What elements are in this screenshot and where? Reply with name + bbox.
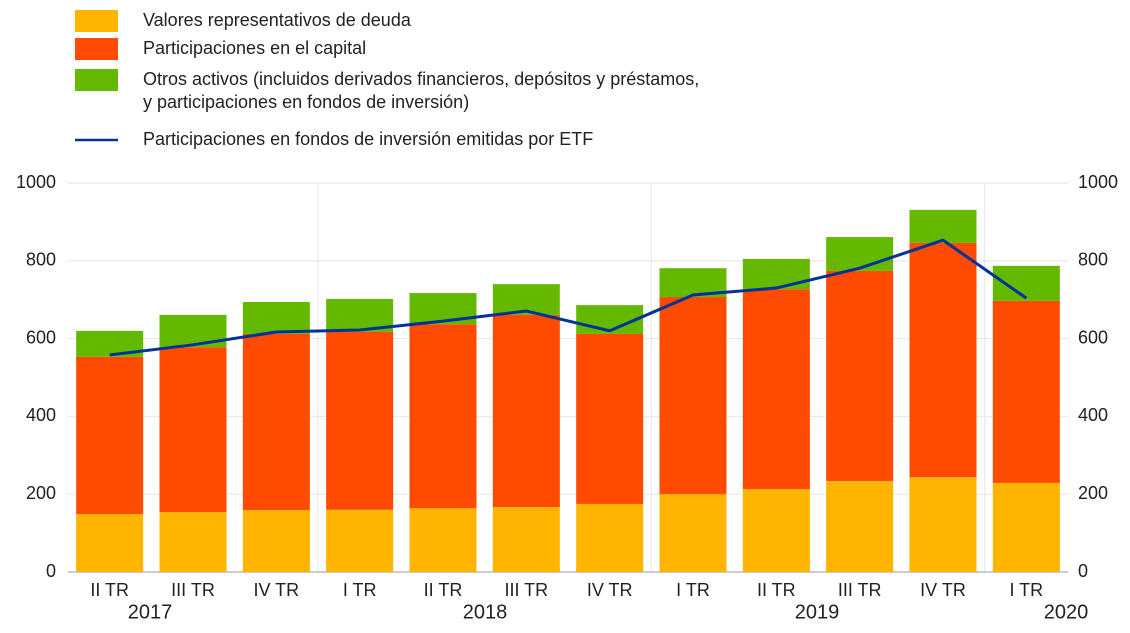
y-tick-label: 1000 — [16, 172, 56, 192]
y-tick-label: 200 — [26, 483, 56, 503]
bar-segment — [909, 242, 977, 478]
year-label: 2019 — [795, 601, 840, 623]
bar-segment — [326, 509, 394, 572]
bar-segment — [826, 237, 894, 271]
legend-line-2: y participaciones en fondos de inversión… — [143, 92, 469, 112]
bar-segment — [76, 356, 144, 515]
bar-segment — [492, 314, 560, 508]
x-tick-label: IV TR — [253, 580, 299, 600]
bar-segment — [576, 333, 644, 504]
bar-segment — [909, 477, 977, 572]
bar-segment — [742, 289, 810, 490]
x-tick-label: III TR — [504, 580, 548, 600]
bar-segment — [409, 324, 477, 509]
x-tick-label: III TR — [171, 580, 215, 600]
year-label: 2018 — [463, 601, 508, 623]
bar-segment — [159, 347, 227, 513]
x-tick-label: I TR — [343, 580, 377, 600]
x-tick-label: II TR — [424, 580, 463, 600]
legend-label: Otros activos (incluidos derivados finan… — [143, 69, 699, 112]
bar-segment — [992, 300, 1060, 483]
y-tick-label: 0 — [46, 561, 56, 581]
bar-segment — [826, 270, 894, 481]
year-label: 2017 — [128, 601, 173, 623]
y-tick-label: 600 — [26, 327, 56, 347]
bar-segment — [242, 302, 310, 334]
y2-tick-label: 400 — [1078, 405, 1108, 425]
x-tick-label: II TR — [90, 580, 129, 600]
x-tick-label: III TR — [838, 580, 882, 600]
x-tick-label: IV TR — [587, 580, 633, 600]
x-tick-label: I TR — [676, 580, 710, 600]
line-series — [109, 238, 1028, 357]
bar-segment — [409, 508, 477, 572]
bar-segment — [659, 494, 727, 572]
bar-segment — [742, 489, 810, 572]
legend-label: Participaciones en el capital — [143, 38, 366, 58]
legend-swatch — [75, 10, 118, 32]
legend-swatch — [75, 69, 118, 91]
year-label: 2020 — [1044, 601, 1089, 623]
legend-line-1: Otros activos (incluidos derivados finan… — [143, 69, 699, 89]
y2-tick-label: 800 — [1078, 250, 1108, 270]
bar-segment — [159, 512, 227, 572]
legend-swatch — [75, 38, 118, 60]
y-tick-label: 800 — [26, 250, 56, 270]
y2-tick-label: 600 — [1078, 327, 1108, 347]
legend-label: Valores representativos de deuda — [143, 10, 412, 30]
bar-segment — [742, 258, 810, 290]
x-tick-label: IV TR — [920, 580, 966, 600]
bar-segment — [576, 305, 644, 334]
bar-segment — [326, 331, 394, 510]
y-tick-label: 400 — [26, 405, 56, 425]
bar-segment — [576, 503, 644, 572]
bar-segment — [826, 480, 894, 572]
y2-tick-label: 0 — [1078, 561, 1088, 581]
y2-tick-label: 1000 — [1078, 172, 1118, 192]
bar-segment — [909, 209, 977, 243]
legend-label: Participaciones en fondos de inversión e… — [143, 129, 593, 149]
bar-segment — [492, 507, 560, 572]
bar-segment — [242, 510, 310, 572]
bar-segment — [992, 482, 1060, 572]
bar-segment — [76, 514, 144, 572]
x-tick-label: I TR — [1009, 580, 1043, 600]
bar-segment — [659, 296, 727, 495]
x-tick-label: II TR — [757, 580, 796, 600]
y2-tick-label: 200 — [1078, 483, 1108, 503]
bar-segment — [242, 333, 310, 511]
